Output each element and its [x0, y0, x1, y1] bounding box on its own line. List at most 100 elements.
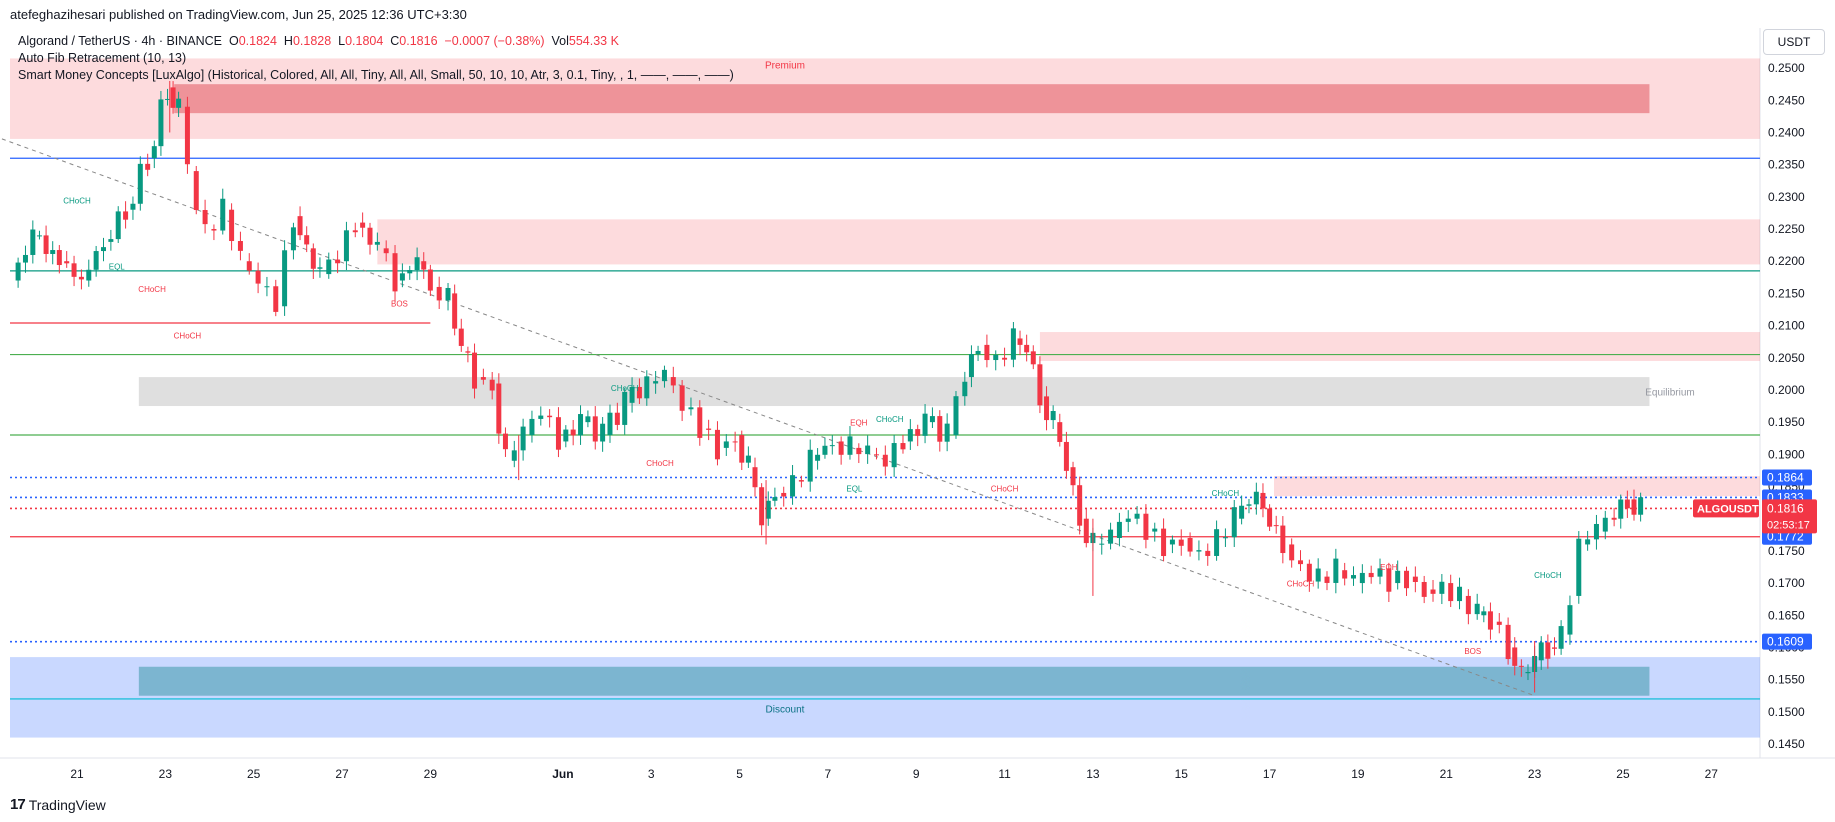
x-tick-label: 9: [913, 767, 920, 781]
candle-down: [1518, 665, 1524, 667]
y-tick-label: 0.2350: [1768, 158, 1805, 172]
candle-up: [374, 241, 380, 245]
candle-down: [193, 171, 199, 211]
candle-down: [937, 416, 943, 442]
candle-down: [472, 352, 478, 389]
smc-label-choch: CHoCH: [1287, 579, 1315, 588]
candle-down: [452, 293, 458, 329]
smc-label-choch: CHoCH: [646, 459, 674, 468]
candle-down: [714, 429, 720, 460]
smc-label-bos: BOS: [1464, 647, 1481, 656]
candle-up: [1474, 603, 1480, 615]
legend-c-value: 0.1816: [399, 34, 438, 48]
candle-down: [421, 261, 427, 270]
candle-down: [1024, 344, 1030, 353]
currency-selector[interactable]: USDT: [1763, 29, 1825, 55]
publish-info: atefeghazihesari published on TradingVie…: [10, 7, 467, 22]
tradingview-logo[interactable]: 17 TradingView: [10, 796, 106, 813]
smc-label-eqh: EQH: [850, 418, 868, 427]
candle-up: [600, 423, 606, 442]
candle-up: [15, 262, 21, 281]
candle-up: [1359, 572, 1365, 584]
candle-up: [1538, 642, 1544, 661]
candle-down: [592, 416, 598, 442]
candle-up: [529, 418, 535, 436]
candle-down: [64, 261, 70, 264]
candle-up: [993, 354, 999, 361]
candle-down: [1044, 396, 1050, 421]
candle-up: [130, 203, 136, 210]
candle-up: [407, 270, 413, 274]
candle-down: [304, 235, 310, 245]
candle-up: [1395, 570, 1401, 584]
candle-up: [1638, 497, 1644, 515]
legend-change: −0.0007 (−0.38%): [444, 34, 545, 48]
candle-up: [745, 455, 751, 463]
legend-symbol[interactable]: Algorand / TetherUS · 4h · BINANCE: [18, 34, 223, 48]
candle-down: [458, 328, 464, 346]
candle-down: [984, 344, 990, 361]
candle-down: [706, 428, 712, 430]
candle-up: [317, 267, 323, 269]
smc-label-choch: CHoCH: [991, 485, 1019, 494]
zone-premium: [1039, 332, 1760, 361]
zone-label-discount: Discount: [766, 705, 805, 716]
candle-up: [1481, 611, 1487, 616]
candle-down: [1448, 583, 1454, 602]
y-tick-label: 0.2500: [1768, 61, 1805, 75]
candle-down: [502, 433, 508, 450]
candle-down: [1083, 518, 1089, 544]
candle-down: [838, 441, 844, 455]
candle-down: [184, 106, 190, 165]
x-tick-label: 15: [1175, 767, 1189, 781]
legend-ohlc: Algorand / TetherUS · 4h · BINANCE O0.18…: [18, 34, 619, 48]
x-tick-label: 7: [825, 767, 832, 781]
candle-up: [1593, 523, 1599, 540]
candle-down: [798, 480, 804, 482]
candle-down: [211, 229, 217, 231]
candle-down: [679, 385, 685, 411]
candle-up: [1239, 505, 1245, 519]
legend-c-label: C: [390, 34, 400, 48]
x-tick-label: 11: [998, 767, 1011, 781]
legend-o-value: 0.1824: [238, 34, 277, 48]
candle-down: [759, 487, 765, 526]
smc-label-choch: CHoCH: [1212, 489, 1240, 498]
y-tick-label: 0.2000: [1768, 383, 1805, 397]
candle-up: [607, 412, 613, 436]
candle-down: [123, 211, 129, 220]
top-bar: atefeghazihesari published on TradingVie…: [0, 0, 1835, 28]
candle-down: [1487, 611, 1493, 630]
candle-down: [255, 270, 261, 284]
x-tick-label: 29: [424, 767, 438, 781]
candle-up: [264, 286, 270, 288]
indicator-fib[interactable]: Auto Fib Retracement (10, 13): [18, 51, 187, 65]
zone-label-equilibrium: Equilibrium: [1645, 388, 1694, 399]
x-tick-label: Jun: [552, 767, 573, 781]
candle-down: [570, 429, 576, 436]
candle-up: [1253, 491, 1259, 505]
last-price-box: [1762, 499, 1817, 534]
candle-down: [1611, 517, 1617, 520]
price-label-text: 0.1609: [1767, 635, 1804, 649]
candle-up: [661, 369, 667, 382]
candle-down: [392, 253, 398, 292]
y-tick-label: 0.2250: [1768, 222, 1805, 236]
y-tick-label: 0.2200: [1768, 254, 1805, 268]
x-tick-label: 17: [1263, 767, 1277, 781]
indicator-smc[interactable]: Smart Money Concepts [LuxAlgo] (Historic…: [18, 68, 734, 82]
x-tick-label: 21: [1440, 767, 1454, 781]
candle-down: [1421, 581, 1427, 597]
candle-up: [220, 198, 226, 231]
candle-down: [1205, 550, 1211, 556]
candle-down: [352, 230, 358, 233]
candle-up: [723, 441, 729, 448]
candle-down: [1545, 642, 1551, 659]
candle-down: [1187, 538, 1193, 552]
candle-up: [629, 386, 635, 403]
candle-down: [614, 412, 620, 425]
legend-h-value: 0.1828: [292, 34, 332, 48]
candle-down: [555, 417, 561, 450]
zone-equilibrium: [138, 377, 1650, 407]
